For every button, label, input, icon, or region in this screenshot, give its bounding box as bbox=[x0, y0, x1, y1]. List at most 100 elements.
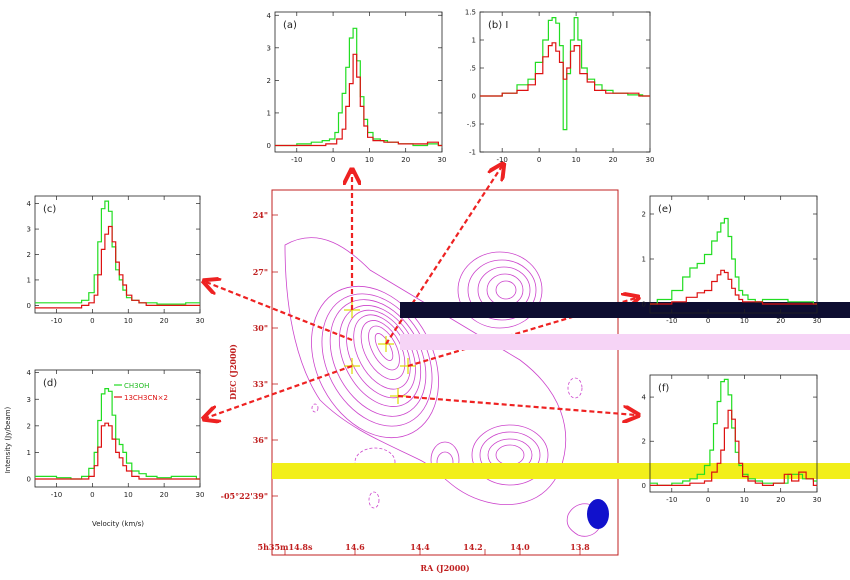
map-ticks bbox=[272, 214, 581, 555]
spectrum-panel-e: -10 0 10 20 30 0 1 2 (e) bbox=[642, 195, 822, 325]
y-tick-label: 4 bbox=[27, 200, 32, 208]
x-tick-label: 30 bbox=[813, 496, 822, 504]
x-tick-label: 30 bbox=[646, 156, 655, 164]
legend-label-13ch3cn: 13CH3CN×2 bbox=[124, 394, 168, 402]
map-y-axis-label: DEC (J2000) bbox=[228, 344, 238, 400]
ra-tick-label: 14.0 bbox=[510, 542, 530, 552]
series-line-ch3oh bbox=[650, 217, 817, 305]
panel-label: (b) I bbox=[488, 20, 508, 31]
dec-tick-label: 30" bbox=[253, 323, 268, 333]
y-tick-label: 3 bbox=[27, 226, 31, 234]
panel-frame bbox=[479, 11, 651, 153]
y-tick-label: 0 bbox=[472, 93, 476, 101]
panel-frame bbox=[649, 374, 818, 493]
map-frame bbox=[271, 189, 619, 556]
x-tick-label: 30 bbox=[196, 491, 205, 499]
x-tick-label: 0 bbox=[90, 491, 94, 499]
x-tick-label: 20 bbox=[160, 491, 169, 499]
panel-label: (e) bbox=[658, 204, 672, 215]
series-line-ch3oh bbox=[275, 27, 442, 147]
x-tick-label: 10 bbox=[740, 317, 749, 325]
x-tick-label: 30 bbox=[196, 317, 205, 325]
x-tick-label: 30 bbox=[438, 156, 447, 164]
x-tick-label: 20 bbox=[609, 156, 618, 164]
artifact-band-pink bbox=[400, 334, 850, 350]
series-line-13ch3cn bbox=[650, 409, 817, 486]
map-x-axis-label: RA (J2000) bbox=[420, 563, 469, 573]
y-tick-label: 0 bbox=[642, 482, 646, 490]
x-tick-label: 20 bbox=[776, 317, 785, 325]
dec-tick-label: 33" bbox=[253, 379, 268, 389]
x-tick-label: 30 bbox=[813, 317, 822, 325]
y-tick-label: -1 bbox=[469, 149, 476, 157]
x-tick-label: 0 bbox=[706, 496, 710, 504]
series-line-ch3oh bbox=[35, 388, 200, 480]
y-tick-label: 0 bbox=[267, 142, 271, 150]
y-tick-label: 1 bbox=[642, 256, 646, 264]
x-tick-label: -10 bbox=[51, 317, 62, 325]
panel-frame bbox=[649, 195, 818, 314]
map-contours bbox=[284, 237, 602, 537]
x-tick-label: 0 bbox=[331, 156, 335, 164]
y-tick-label: .5 bbox=[469, 65, 476, 73]
dec-tick-label: 27" bbox=[253, 267, 268, 277]
ra-tick-label: 14.2 bbox=[463, 542, 482, 552]
y-tick-label: 1 bbox=[27, 276, 31, 284]
y-tick-label: 1.5 bbox=[465, 9, 476, 17]
series-line-13ch3cn bbox=[35, 422, 200, 480]
dec-tick-label: -05°22'39" bbox=[221, 491, 268, 501]
y-tick-label: 4 bbox=[642, 394, 647, 402]
map-arrows bbox=[206, 166, 636, 418]
x-tick-label: 20 bbox=[160, 317, 169, 325]
series-line-13ch3cn bbox=[650, 269, 817, 305]
x-tick-label: -10 bbox=[51, 491, 62, 499]
arrow-to-c bbox=[206, 282, 353, 342]
ra-tick-label: 14.6 bbox=[345, 542, 365, 552]
legend-d: CH3OH 13CH3CN×2 bbox=[114, 382, 168, 402]
y-tick-label: 2 bbox=[267, 77, 271, 85]
x-tick-label: -10 bbox=[291, 156, 302, 164]
y-tick-label: 0 bbox=[27, 302, 31, 310]
arrow-to-f bbox=[397, 394, 636, 415]
series-line-ch3oh bbox=[35, 200, 200, 305]
panel-frame bbox=[274, 11, 443, 153]
y-tick-label: 3 bbox=[267, 44, 271, 52]
spectrum-panel-d: -10 0 10 20 30 0 1 2 3 4 (d) bbox=[27, 369, 205, 499]
y-tick-label: 0 bbox=[642, 301, 646, 309]
spectrum-panel-f: -10 0 10 20 30 0 2 4 (f) bbox=[642, 374, 822, 504]
panel-frame bbox=[34, 369, 201, 488]
x-tick-label: 10 bbox=[740, 496, 749, 504]
series-line-13ch3cn bbox=[275, 53, 442, 147]
spectrum-panel-b: -10 0 10 20 30 -1 -.5 0 .5 1 1.5 (b) I bbox=[465, 9, 655, 165]
ra-tick-label: 14.4 bbox=[410, 542, 430, 552]
series-line-ch3oh bbox=[650, 378, 817, 486]
arrow-to-d bbox=[206, 364, 353, 418]
panel-frame bbox=[34, 195, 201, 314]
y-tick-label: 0 bbox=[27, 476, 31, 484]
legend-label-ch3oh: CH3OH bbox=[124, 382, 149, 390]
dec-tick-label: 24" bbox=[253, 210, 268, 220]
x-tick-label: 10 bbox=[124, 491, 133, 499]
y-tick-label: 2 bbox=[642, 438, 646, 446]
map-negative-contours bbox=[311, 377, 583, 509]
artifact-band-yellow bbox=[272, 463, 850, 479]
series-line-13ch3cn bbox=[35, 225, 200, 309]
dec-tick-label: 36" bbox=[253, 435, 268, 445]
y-tick-label: 1 bbox=[472, 37, 476, 45]
y-tick-label: 2 bbox=[27, 251, 31, 259]
panel-label: (a) bbox=[283, 20, 297, 31]
x-tick-label: 0 bbox=[706, 317, 710, 325]
y-tick-label: 2 bbox=[27, 422, 31, 430]
series-line-13ch3cn bbox=[480, 42, 650, 97]
ra-tick-label: 13.8 bbox=[570, 542, 590, 552]
y-tick-label: 1 bbox=[267, 109, 271, 117]
x-tick-label: 0 bbox=[90, 317, 94, 325]
y-tick-label: 3 bbox=[27, 396, 31, 404]
y-tick-label: -.5 bbox=[467, 121, 476, 129]
y-tick-label: 2 bbox=[642, 211, 646, 219]
x-tick-label: 10 bbox=[365, 156, 374, 164]
x-tick-label: 20 bbox=[401, 156, 410, 164]
x-tick-label: -10 bbox=[496, 156, 507, 164]
spectrum-panel-a: -10 0 10 20 30 0 1 2 3 4 (a) bbox=[267, 11, 447, 164]
